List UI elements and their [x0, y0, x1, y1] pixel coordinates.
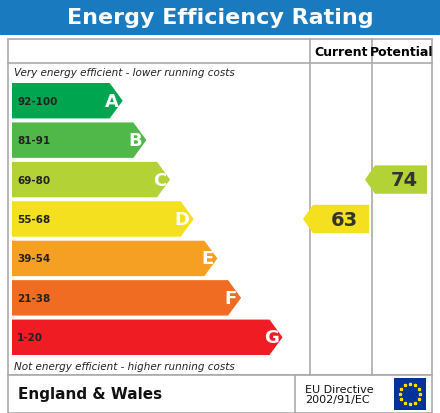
Text: E: E — [201, 250, 213, 268]
Text: England & Wales: England & Wales — [18, 387, 162, 401]
Text: 63: 63 — [330, 210, 358, 229]
Text: Current: Current — [314, 45, 368, 58]
Text: Energy Efficiency Rating: Energy Efficiency Rating — [67, 8, 373, 28]
Text: C: C — [153, 171, 166, 189]
Polygon shape — [365, 166, 427, 194]
Text: G: G — [264, 328, 279, 347]
Polygon shape — [12, 123, 147, 159]
Text: 92-100: 92-100 — [17, 97, 57, 107]
Polygon shape — [12, 84, 123, 119]
Text: EU Directive: EU Directive — [305, 384, 374, 394]
Polygon shape — [303, 205, 369, 234]
Text: Not energy efficient - higher running costs: Not energy efficient - higher running co… — [14, 361, 235, 371]
Polygon shape — [12, 202, 194, 237]
Text: B: B — [129, 132, 143, 150]
Text: Very energy efficient - lower running costs: Very energy efficient - lower running co… — [14, 68, 235, 78]
Text: 21-38: 21-38 — [17, 293, 50, 303]
Text: 1-20: 1-20 — [17, 332, 43, 342]
Bar — [8, 375, 432, 413]
Polygon shape — [12, 280, 241, 316]
Text: 69-80: 69-80 — [17, 175, 50, 185]
Text: 39-54: 39-54 — [17, 254, 50, 264]
Polygon shape — [12, 320, 282, 355]
Bar — [394, 378, 426, 410]
Text: 81-91: 81-91 — [17, 136, 50, 146]
Text: 55-68: 55-68 — [17, 214, 50, 224]
Text: 2002/91/EC: 2002/91/EC — [305, 394, 370, 404]
Bar — [8, 40, 432, 375]
Text: 74: 74 — [390, 171, 418, 190]
Text: D: D — [175, 211, 190, 228]
Text: F: F — [225, 289, 237, 307]
Text: Potential: Potential — [370, 45, 434, 58]
Text: A: A — [105, 93, 119, 110]
Polygon shape — [12, 162, 170, 198]
Bar — [0, 0, 440, 36]
Polygon shape — [12, 241, 217, 276]
